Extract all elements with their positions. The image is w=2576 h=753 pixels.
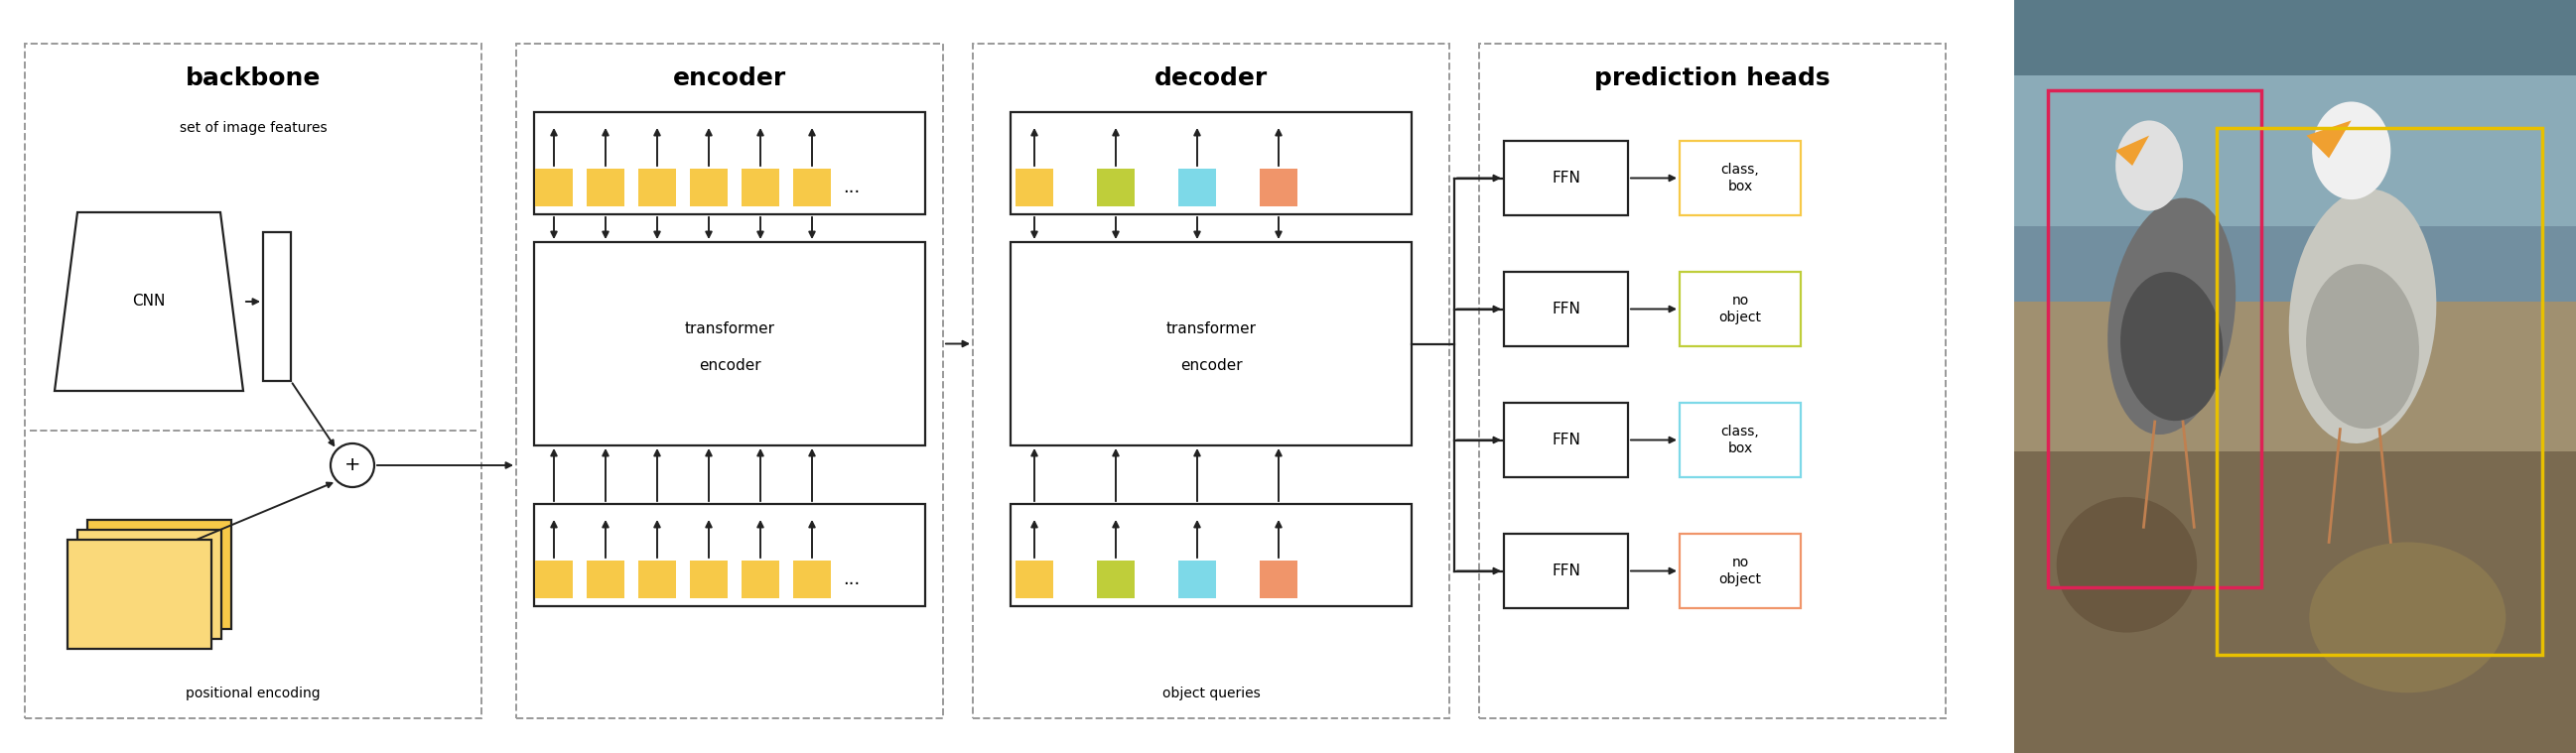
Text: CNN: CNN — [131, 294, 165, 309]
Text: backbone: backbone — [185, 66, 322, 90]
Bar — [1680, 403, 1801, 477]
Ellipse shape — [2107, 198, 2236, 434]
Bar — [1010, 504, 1412, 606]
Ellipse shape — [2120, 272, 2223, 421]
Ellipse shape — [2308, 542, 2506, 693]
Bar — [533, 112, 925, 215]
Bar — [77, 530, 222, 639]
Polygon shape — [2306, 120, 2352, 158]
Bar — [1015, 169, 1054, 206]
Text: +: + — [345, 456, 361, 474]
Bar — [690, 560, 726, 598]
Text: decoder: decoder — [1154, 66, 1267, 90]
Bar — [2048, 90, 2262, 587]
Polygon shape — [2115, 136, 2148, 166]
Text: no
object: no object — [1718, 294, 1762, 324]
Text: positional encoding: positional encoding — [185, 687, 319, 700]
Bar — [793, 169, 832, 206]
Text: object queries: object queries — [1162, 687, 1260, 700]
Text: prediction heads: prediction heads — [1595, 66, 1832, 90]
Text: ...: ... — [842, 178, 860, 197]
Bar — [1680, 141, 1801, 215]
Ellipse shape — [2313, 102, 2391, 200]
Bar — [1260, 560, 1298, 598]
Bar — [2014, 226, 2576, 301]
Bar — [67, 540, 211, 649]
Text: encoder: encoder — [1180, 358, 1242, 373]
Text: ...: ... — [842, 571, 860, 588]
Ellipse shape — [2115, 120, 2182, 211]
Bar — [587, 169, 623, 206]
Bar — [793, 560, 832, 598]
Bar — [1010, 112, 1412, 215]
Bar — [536, 169, 572, 206]
Ellipse shape — [2290, 189, 2437, 444]
Bar — [742, 560, 781, 598]
Text: transformer: transformer — [1167, 322, 1257, 337]
Bar — [533, 504, 925, 606]
Bar — [2014, 437, 2576, 753]
Bar — [1177, 169, 1216, 206]
Text: encoder: encoder — [672, 66, 786, 90]
Ellipse shape — [2306, 264, 2419, 428]
Bar — [1504, 272, 1628, 346]
Bar — [2215, 128, 2543, 655]
Bar — [742, 169, 781, 206]
Bar — [1504, 141, 1628, 215]
Bar — [690, 169, 726, 206]
Bar — [639, 169, 675, 206]
Bar — [1010, 242, 1412, 446]
Bar — [974, 44, 1450, 718]
Bar — [2014, 0, 2576, 241]
Bar — [2014, 0, 2576, 75]
Bar — [1097, 169, 1133, 206]
Text: encoder: encoder — [698, 358, 760, 373]
Bar — [639, 560, 675, 598]
Bar — [536, 560, 572, 598]
Bar — [2014, 271, 2576, 452]
Bar — [587, 560, 623, 598]
Bar — [1504, 403, 1628, 477]
Bar — [26, 44, 482, 718]
Text: set of image features: set of image features — [180, 121, 327, 135]
Bar — [1504, 534, 1628, 608]
Bar — [1260, 169, 1298, 206]
Text: class,
box: class, box — [1721, 425, 1759, 455]
Bar — [533, 242, 925, 446]
Bar — [1479, 44, 1945, 718]
Bar — [88, 520, 232, 629]
Bar — [1177, 560, 1216, 598]
Bar — [515, 44, 943, 718]
Bar — [1015, 560, 1054, 598]
Bar — [1680, 272, 1801, 346]
Text: FFN: FFN — [1551, 432, 1579, 447]
Text: FFN: FFN — [1551, 302, 1579, 316]
Text: FFN: FFN — [1551, 563, 1579, 578]
Text: no
object: no object — [1718, 556, 1762, 586]
Bar — [2014, 226, 2576, 286]
Bar — [263, 232, 291, 381]
Ellipse shape — [2056, 497, 2197, 633]
Bar — [1680, 534, 1801, 608]
Bar — [1097, 560, 1133, 598]
Text: FFN: FFN — [1551, 171, 1579, 185]
Text: transformer: transformer — [685, 322, 775, 337]
Text: class,
box: class, box — [1721, 163, 1759, 193]
